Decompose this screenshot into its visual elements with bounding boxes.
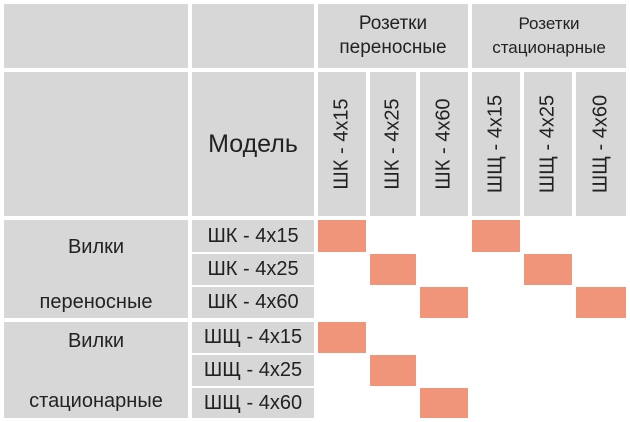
empty-cell <box>524 388 572 418</box>
compatible-cell <box>318 322 366 353</box>
socket-column-header: ШК - 4х15 <box>318 72 366 216</box>
socket-column-label: ШЩ - 4х15 <box>484 94 507 194</box>
empty-cell <box>524 355 572 386</box>
empty-cell <box>472 322 520 353</box>
empty-cell <box>370 388 416 418</box>
empty-cell <box>370 287 416 318</box>
plug-group-stationary-line2: стационарные <box>29 390 163 412</box>
plug-group-portable-line1: Вилки <box>67 236 125 258</box>
plug-group-portable: Вилки переносные <box>4 220 188 318</box>
compatible-cell <box>370 355 416 386</box>
empty-cell <box>318 355 366 386</box>
empty-cell <box>524 220 572 252</box>
empty-cell <box>472 254 520 285</box>
empty-cell <box>420 254 468 285</box>
compatible-cell <box>318 220 366 252</box>
empty-cell <box>576 322 626 353</box>
header-stationary-line2: стационарные <box>492 38 606 57</box>
header-stationary-sockets: Розетки стационарные <box>472 4 626 68</box>
plug-row-label-text: ШЩ - 4х25 <box>203 359 303 381</box>
corner-cell-top-mid <box>192 4 314 68</box>
empty-cell <box>576 254 626 285</box>
plug-row-label-text: ШЩ - 4х15 <box>203 326 303 348</box>
socket-column-header: ШЩ - 4х60 <box>576 72 626 216</box>
plug-row-label: ШК - 4х15 <box>192 220 314 252</box>
socket-column-header: ШК - 4х25 <box>370 72 416 216</box>
socket-column-header: ШЩ - 4х25 <box>524 72 572 216</box>
plug-row-label: ШК - 4х60 <box>192 287 314 318</box>
plug-row-label-text: ШК - 4х25 <box>207 258 299 280</box>
empty-cell <box>576 355 626 386</box>
empty-cell <box>370 322 416 353</box>
corner-cell-top-left <box>4 4 188 68</box>
plug-row-label: ШЩ - 4х25 <box>192 355 314 386</box>
empty-cell <box>420 355 468 386</box>
compatible-cell <box>420 388 468 418</box>
empty-cell <box>472 388 520 418</box>
plug-group-stationary-line1: Вилки <box>67 330 125 352</box>
socket-column-label: ШК - 4х60 <box>432 98 455 190</box>
socket-column-label: ШК - 4х15 <box>330 98 353 190</box>
empty-cell <box>524 322 572 353</box>
empty-cell <box>472 355 520 386</box>
model-header-label: Модель <box>208 129 298 158</box>
plug-row-label-text: ШК - 4х60 <box>207 291 299 313</box>
empty-cell <box>318 388 366 418</box>
compatible-cell <box>524 254 572 285</box>
header-stationary-line1: Розетки <box>518 14 580 33</box>
model-header: Модель <box>192 72 314 216</box>
corner-cell-bottom-left <box>4 72 188 216</box>
plug-group-stationary: Вилки стационарные <box>4 322 188 418</box>
empty-cell <box>370 220 416 252</box>
empty-cell <box>318 254 366 285</box>
plug-row-label: ШЩ - 4х15 <box>192 322 314 353</box>
compatible-cell <box>576 287 626 318</box>
socket-column-label: ШК - 4х25 <box>381 98 404 190</box>
socket-column-header: ШК - 4х60 <box>420 72 468 216</box>
plug-row-label: ШЩ - 4х60 <box>192 388 314 418</box>
socket-column-header: ШЩ - 4х15 <box>472 72 520 216</box>
empty-cell <box>420 220 468 252</box>
header-portable-line2: переносные <box>339 37 447 58</box>
compatible-cell <box>370 254 416 285</box>
empty-cell <box>472 287 520 318</box>
plug-row-label-text: ШЩ - 4х60 <box>203 391 303 414</box>
compatible-cell <box>472 220 520 252</box>
header-portable-sockets: Розетки переносные <box>318 4 468 68</box>
header-portable-line1: Розетки <box>358 13 428 34</box>
socket-column-label: ШЩ - 4х25 <box>536 94 559 194</box>
plug-row-label: ШК - 4х25 <box>192 254 314 285</box>
empty-cell <box>576 220 626 252</box>
socket-column-label: ШЩ - 4х60 <box>589 94 612 194</box>
compatible-cell <box>420 287 468 318</box>
empty-cell <box>420 322 468 353</box>
empty-cell <box>576 388 626 418</box>
plug-group-portable-line2: переносные <box>39 291 153 313</box>
plug-row-label-text: ШК - 4х15 <box>207 224 299 247</box>
empty-cell <box>524 287 572 318</box>
empty-cell <box>318 287 366 318</box>
